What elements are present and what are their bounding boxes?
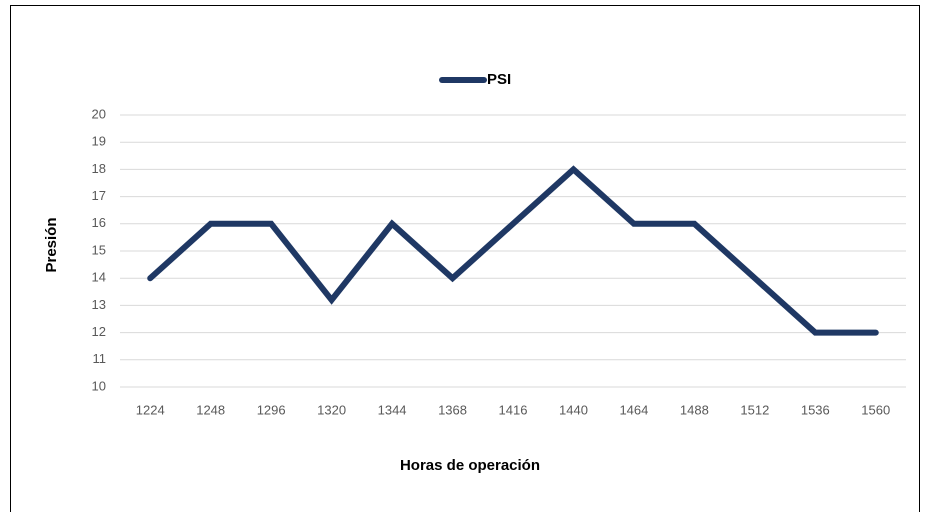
- y-tick-label: 10: [92, 378, 106, 393]
- y-tick-label: 14: [92, 270, 106, 285]
- y-tick-label: 13: [92, 297, 106, 312]
- x-tick-label: 1296: [257, 402, 286, 417]
- x-tick-label: 1560: [861, 402, 890, 417]
- y-tick-label: 20: [92, 106, 106, 121]
- x-tick-label: 1320: [317, 402, 346, 417]
- y-tick-label: 12: [92, 324, 106, 339]
- x-tick-label: 1248: [196, 402, 225, 417]
- x-tick-label: 1368: [438, 402, 467, 417]
- y-tick-label: 11: [93, 351, 107, 366]
- x-axis-label: Horas de operación: [400, 457, 540, 474]
- x-tick-label: 1536: [801, 402, 830, 417]
- y-axis-label: Presión: [43, 217, 60, 272]
- y-tick-label: 16: [92, 215, 106, 230]
- x-tick-label: 1464: [619, 402, 648, 417]
- legend-label: PSI: [487, 71, 511, 88]
- y-tick-label: 17: [92, 188, 106, 203]
- frame: [10, 5, 920, 512]
- x-tick-label: 1488: [680, 402, 709, 417]
- x-tick-label: 1344: [378, 402, 407, 417]
- y-tick-label: 19: [92, 134, 106, 149]
- x-tick-label: 1440: [559, 402, 588, 417]
- y-tick-label: 15: [92, 242, 106, 257]
- x-tick-label: 1512: [740, 402, 769, 417]
- x-tick-label: 1224: [136, 402, 165, 417]
- data-line: [147, 165, 879, 336]
- y-tick-label: 18: [92, 161, 106, 176]
- x-tick-label: 1416: [499, 402, 528, 417]
